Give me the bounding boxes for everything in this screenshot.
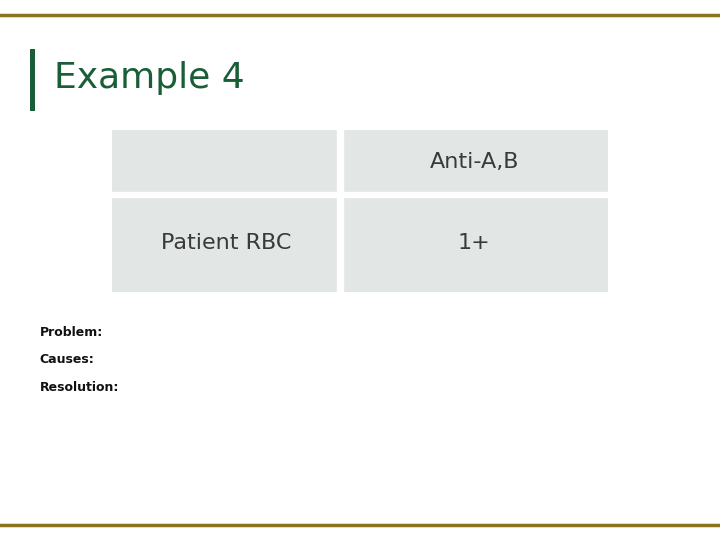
Bar (112, 130, 340, 194)
Text: Resolution:: Resolution: (40, 381, 119, 394)
Text: Patient RBC: Patient RBC (161, 233, 291, 253)
Bar (112, 194, 340, 292)
Text: Causes:: Causes: (40, 353, 94, 366)
Bar (340, 130, 608, 194)
Text: Example 4: Example 4 (54, 62, 245, 95)
Bar (340, 194, 608, 292)
Text: Anti-A,B: Anti-A,B (430, 152, 519, 172)
Text: 1+: 1+ (458, 233, 490, 253)
Text: Problem:: Problem: (40, 326, 103, 339)
Bar (30, 49, 35, 111)
